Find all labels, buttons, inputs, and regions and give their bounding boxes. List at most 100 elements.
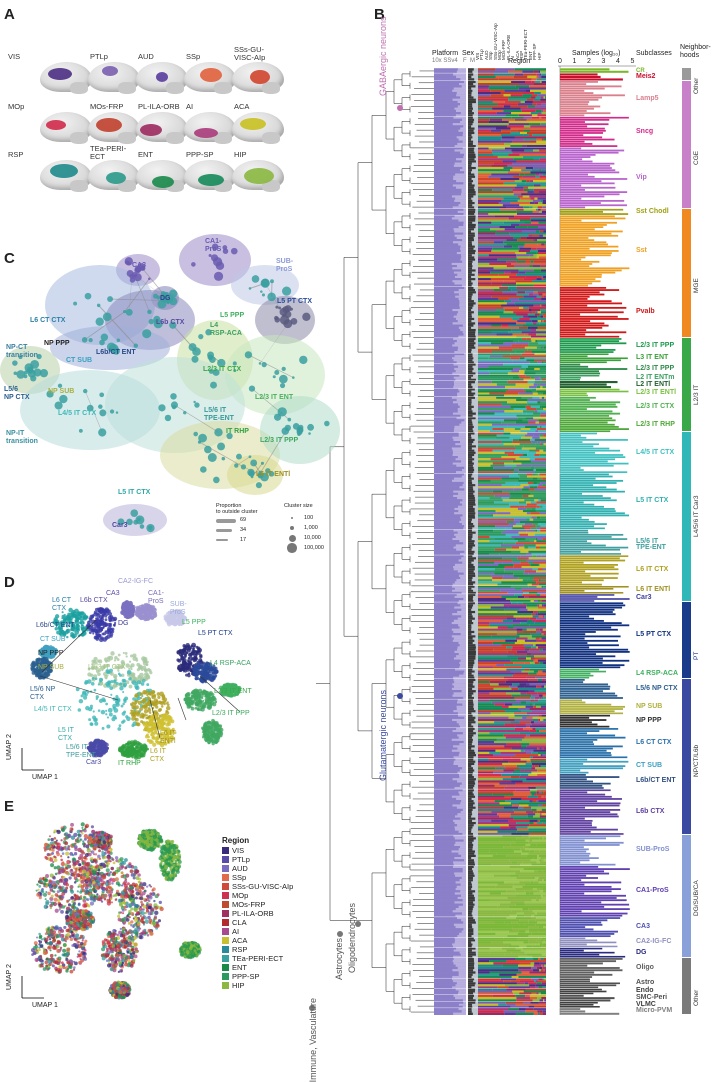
region-cell xyxy=(478,340,514,342)
region-cell xyxy=(543,719,546,721)
region-cell xyxy=(543,895,545,897)
sex-cell xyxy=(468,269,476,271)
platform-cell xyxy=(434,671,464,673)
region-cell xyxy=(478,802,500,804)
region-cell xyxy=(499,202,511,204)
subclass-label: CA2-IG-FC xyxy=(636,939,671,945)
region-cell xyxy=(509,523,516,525)
sex-cell xyxy=(468,615,473,617)
region-cell xyxy=(540,897,542,899)
platform-cell xyxy=(453,176,466,178)
platform-cell xyxy=(434,336,458,338)
region-cell xyxy=(515,226,528,228)
sex-cell xyxy=(468,679,475,681)
region-cell xyxy=(534,92,541,94)
region-cell xyxy=(533,103,537,105)
sample-bar xyxy=(560,189,585,191)
region-cell xyxy=(519,547,524,549)
region-cell xyxy=(528,235,532,237)
sex-cell xyxy=(468,646,476,648)
region-cell xyxy=(516,837,530,839)
platform-cell xyxy=(434,822,455,824)
region-cell xyxy=(535,81,540,83)
cluster-label: CA1- ProS xyxy=(205,238,221,253)
region-cell xyxy=(535,529,537,531)
sample-bar xyxy=(560,818,585,820)
region-cell xyxy=(503,110,521,112)
region-cell xyxy=(528,551,546,553)
platform-cell xyxy=(434,846,460,848)
region-cell xyxy=(534,469,536,471)
region-cell xyxy=(513,460,531,462)
platform-cell xyxy=(434,668,455,670)
region-cell xyxy=(523,613,532,615)
sample-bar xyxy=(560,618,594,620)
region-cell xyxy=(526,252,536,254)
region-cell xyxy=(478,424,492,426)
region-cell xyxy=(537,857,541,859)
region-cell xyxy=(478,105,504,107)
region-cell xyxy=(497,868,524,870)
brain-1 xyxy=(88,62,140,92)
region-cell xyxy=(496,510,505,512)
region-cell xyxy=(507,988,526,990)
platform-cell xyxy=(434,480,452,482)
region-cell xyxy=(536,447,546,449)
cluster-label: NP-IT transition xyxy=(6,430,38,445)
region-cell xyxy=(517,633,531,635)
region-cell xyxy=(512,756,530,758)
sex-cell xyxy=(468,506,473,508)
region-cell xyxy=(538,291,546,293)
region-cell xyxy=(478,677,504,679)
region-cell xyxy=(513,359,527,361)
sample-bar xyxy=(560,399,590,401)
region-cell xyxy=(535,677,546,679)
region-cell xyxy=(478,452,505,454)
platform-cell xyxy=(434,163,455,165)
sample-bar xyxy=(560,267,629,269)
region-cell xyxy=(545,954,546,956)
sex-cell xyxy=(468,96,473,98)
sex-cell xyxy=(468,651,476,653)
platform-cell xyxy=(460,644,466,646)
platform-cell xyxy=(434,861,453,863)
platform-cell xyxy=(457,807,466,809)
sex-cell xyxy=(468,401,472,403)
region-cell xyxy=(536,980,538,982)
platform-cell xyxy=(463,697,466,699)
region-cell xyxy=(493,467,512,469)
sex-cell xyxy=(468,787,473,789)
region-cell xyxy=(533,200,540,202)
sex-cell xyxy=(468,752,475,754)
platform-cell xyxy=(434,204,459,206)
platform-cell xyxy=(434,1010,462,1012)
region-cell xyxy=(526,167,533,169)
sample-bar xyxy=(560,280,601,282)
sample-bar xyxy=(560,391,629,393)
region-cell xyxy=(478,138,501,140)
region-cell xyxy=(535,767,546,769)
region-cell xyxy=(504,143,510,145)
platform-cell xyxy=(453,491,466,493)
region-cell xyxy=(540,820,546,822)
region-cell xyxy=(543,604,546,606)
sample-bar xyxy=(560,708,623,710)
sex-cell xyxy=(468,499,475,501)
region-cell xyxy=(520,562,528,564)
region-cell xyxy=(534,359,546,361)
region-cell xyxy=(501,978,517,980)
platform-cell xyxy=(458,388,466,390)
platform-cell xyxy=(434,497,457,499)
sex-cell xyxy=(468,361,474,363)
sex-cell xyxy=(468,714,473,716)
sample-bar xyxy=(560,917,620,919)
platform-cell xyxy=(434,765,458,767)
region-cell xyxy=(516,415,534,417)
region-cell xyxy=(496,333,513,335)
region-cell xyxy=(537,861,540,863)
platform-cell xyxy=(458,510,466,512)
region-cell xyxy=(519,83,534,85)
region-cell xyxy=(509,931,519,933)
platform-cell xyxy=(459,327,466,329)
platform-cell xyxy=(434,165,454,167)
